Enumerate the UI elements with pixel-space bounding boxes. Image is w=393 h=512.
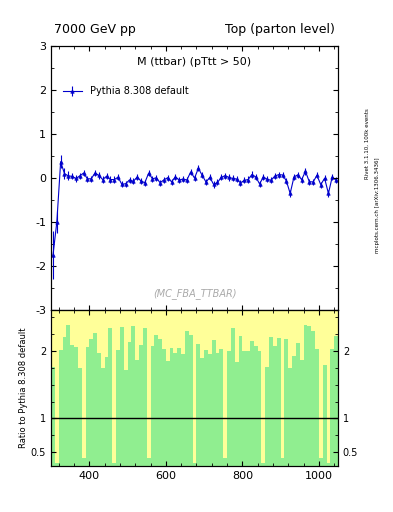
Text: 7000 GeV pp: 7000 GeV pp (54, 23, 136, 35)
Bar (154, 310, 158, 335)
Bar (303, 310, 307, 325)
Bar (112, 310, 116, 462)
Bar (97, 310, 101, 353)
Bar (189, 310, 193, 334)
Bar (193, 310, 196, 462)
Bar (131, 310, 135, 326)
Bar (108, 310, 112, 328)
Bar (327, 310, 331, 462)
Bar (273, 310, 277, 346)
Bar (55, 310, 59, 462)
Bar (177, 310, 181, 348)
Bar (78, 310, 82, 368)
Bar (101, 310, 105, 368)
Bar (227, 310, 231, 351)
Bar (258, 310, 261, 351)
Bar (250, 310, 254, 341)
Text: Rivet 3.1.10, 100k events: Rivet 3.1.10, 100k events (365, 108, 370, 179)
Bar (158, 310, 162, 339)
Bar (200, 310, 204, 358)
Bar (105, 310, 108, 357)
Bar (196, 310, 200, 344)
Bar (307, 310, 311, 326)
Bar (323, 310, 327, 365)
Bar (300, 310, 303, 360)
Bar (261, 310, 265, 462)
Bar (135, 310, 139, 360)
Bar (116, 310, 120, 350)
Bar (93, 310, 97, 333)
Y-axis label: Ratio to Pythia 8.308 default: Ratio to Pythia 8.308 default (19, 328, 28, 448)
Bar (246, 310, 250, 351)
Bar (219, 310, 223, 349)
Bar (89, 310, 93, 339)
Bar (242, 310, 246, 351)
Bar (185, 310, 189, 331)
Bar (265, 310, 269, 367)
Bar (269, 310, 273, 337)
Bar (139, 310, 143, 345)
Bar (319, 310, 323, 458)
Bar (162, 310, 166, 349)
Bar (82, 310, 86, 458)
Bar (277, 310, 281, 338)
Bar (285, 310, 288, 338)
Bar (208, 310, 212, 354)
Bar (311, 310, 315, 331)
Bar (204, 310, 208, 350)
Bar (173, 310, 177, 353)
Bar (288, 310, 292, 369)
Bar (124, 310, 128, 370)
Bar (59, 310, 62, 350)
Bar (296, 310, 300, 343)
Bar (86, 310, 89, 347)
Bar (331, 310, 334, 349)
Bar (66, 310, 70, 325)
Bar (143, 310, 147, 328)
Bar (147, 310, 151, 458)
Bar (281, 310, 285, 458)
Bar (151, 310, 154, 346)
Bar (239, 310, 242, 336)
Bar (128, 310, 131, 343)
Text: mcplots.cern.ch [arXiv:1306.3436]: mcplots.cern.ch [arXiv:1306.3436] (375, 157, 380, 252)
Bar (120, 310, 124, 327)
Legend: Pythia 8.308 default: Pythia 8.308 default (59, 82, 193, 100)
Text: (MC_FBA_TTBAR): (MC_FBA_TTBAR) (153, 289, 236, 300)
Bar (216, 310, 219, 353)
Text: M (ttbar) (pTtt > 50): M (ttbar) (pTtt > 50) (138, 57, 252, 67)
Bar (181, 310, 185, 354)
Bar (231, 310, 235, 328)
Bar (292, 310, 296, 356)
Bar (170, 310, 173, 348)
Bar (315, 310, 319, 349)
Bar (74, 310, 78, 347)
Bar (223, 310, 227, 458)
Bar (70, 310, 74, 346)
Bar (254, 310, 258, 346)
Bar (51, 310, 55, 368)
Bar (62, 310, 66, 337)
Bar (166, 310, 170, 361)
Bar (235, 310, 239, 362)
Text: Top (parton level): Top (parton level) (225, 23, 335, 35)
Bar (334, 310, 338, 336)
Bar (212, 310, 216, 340)
